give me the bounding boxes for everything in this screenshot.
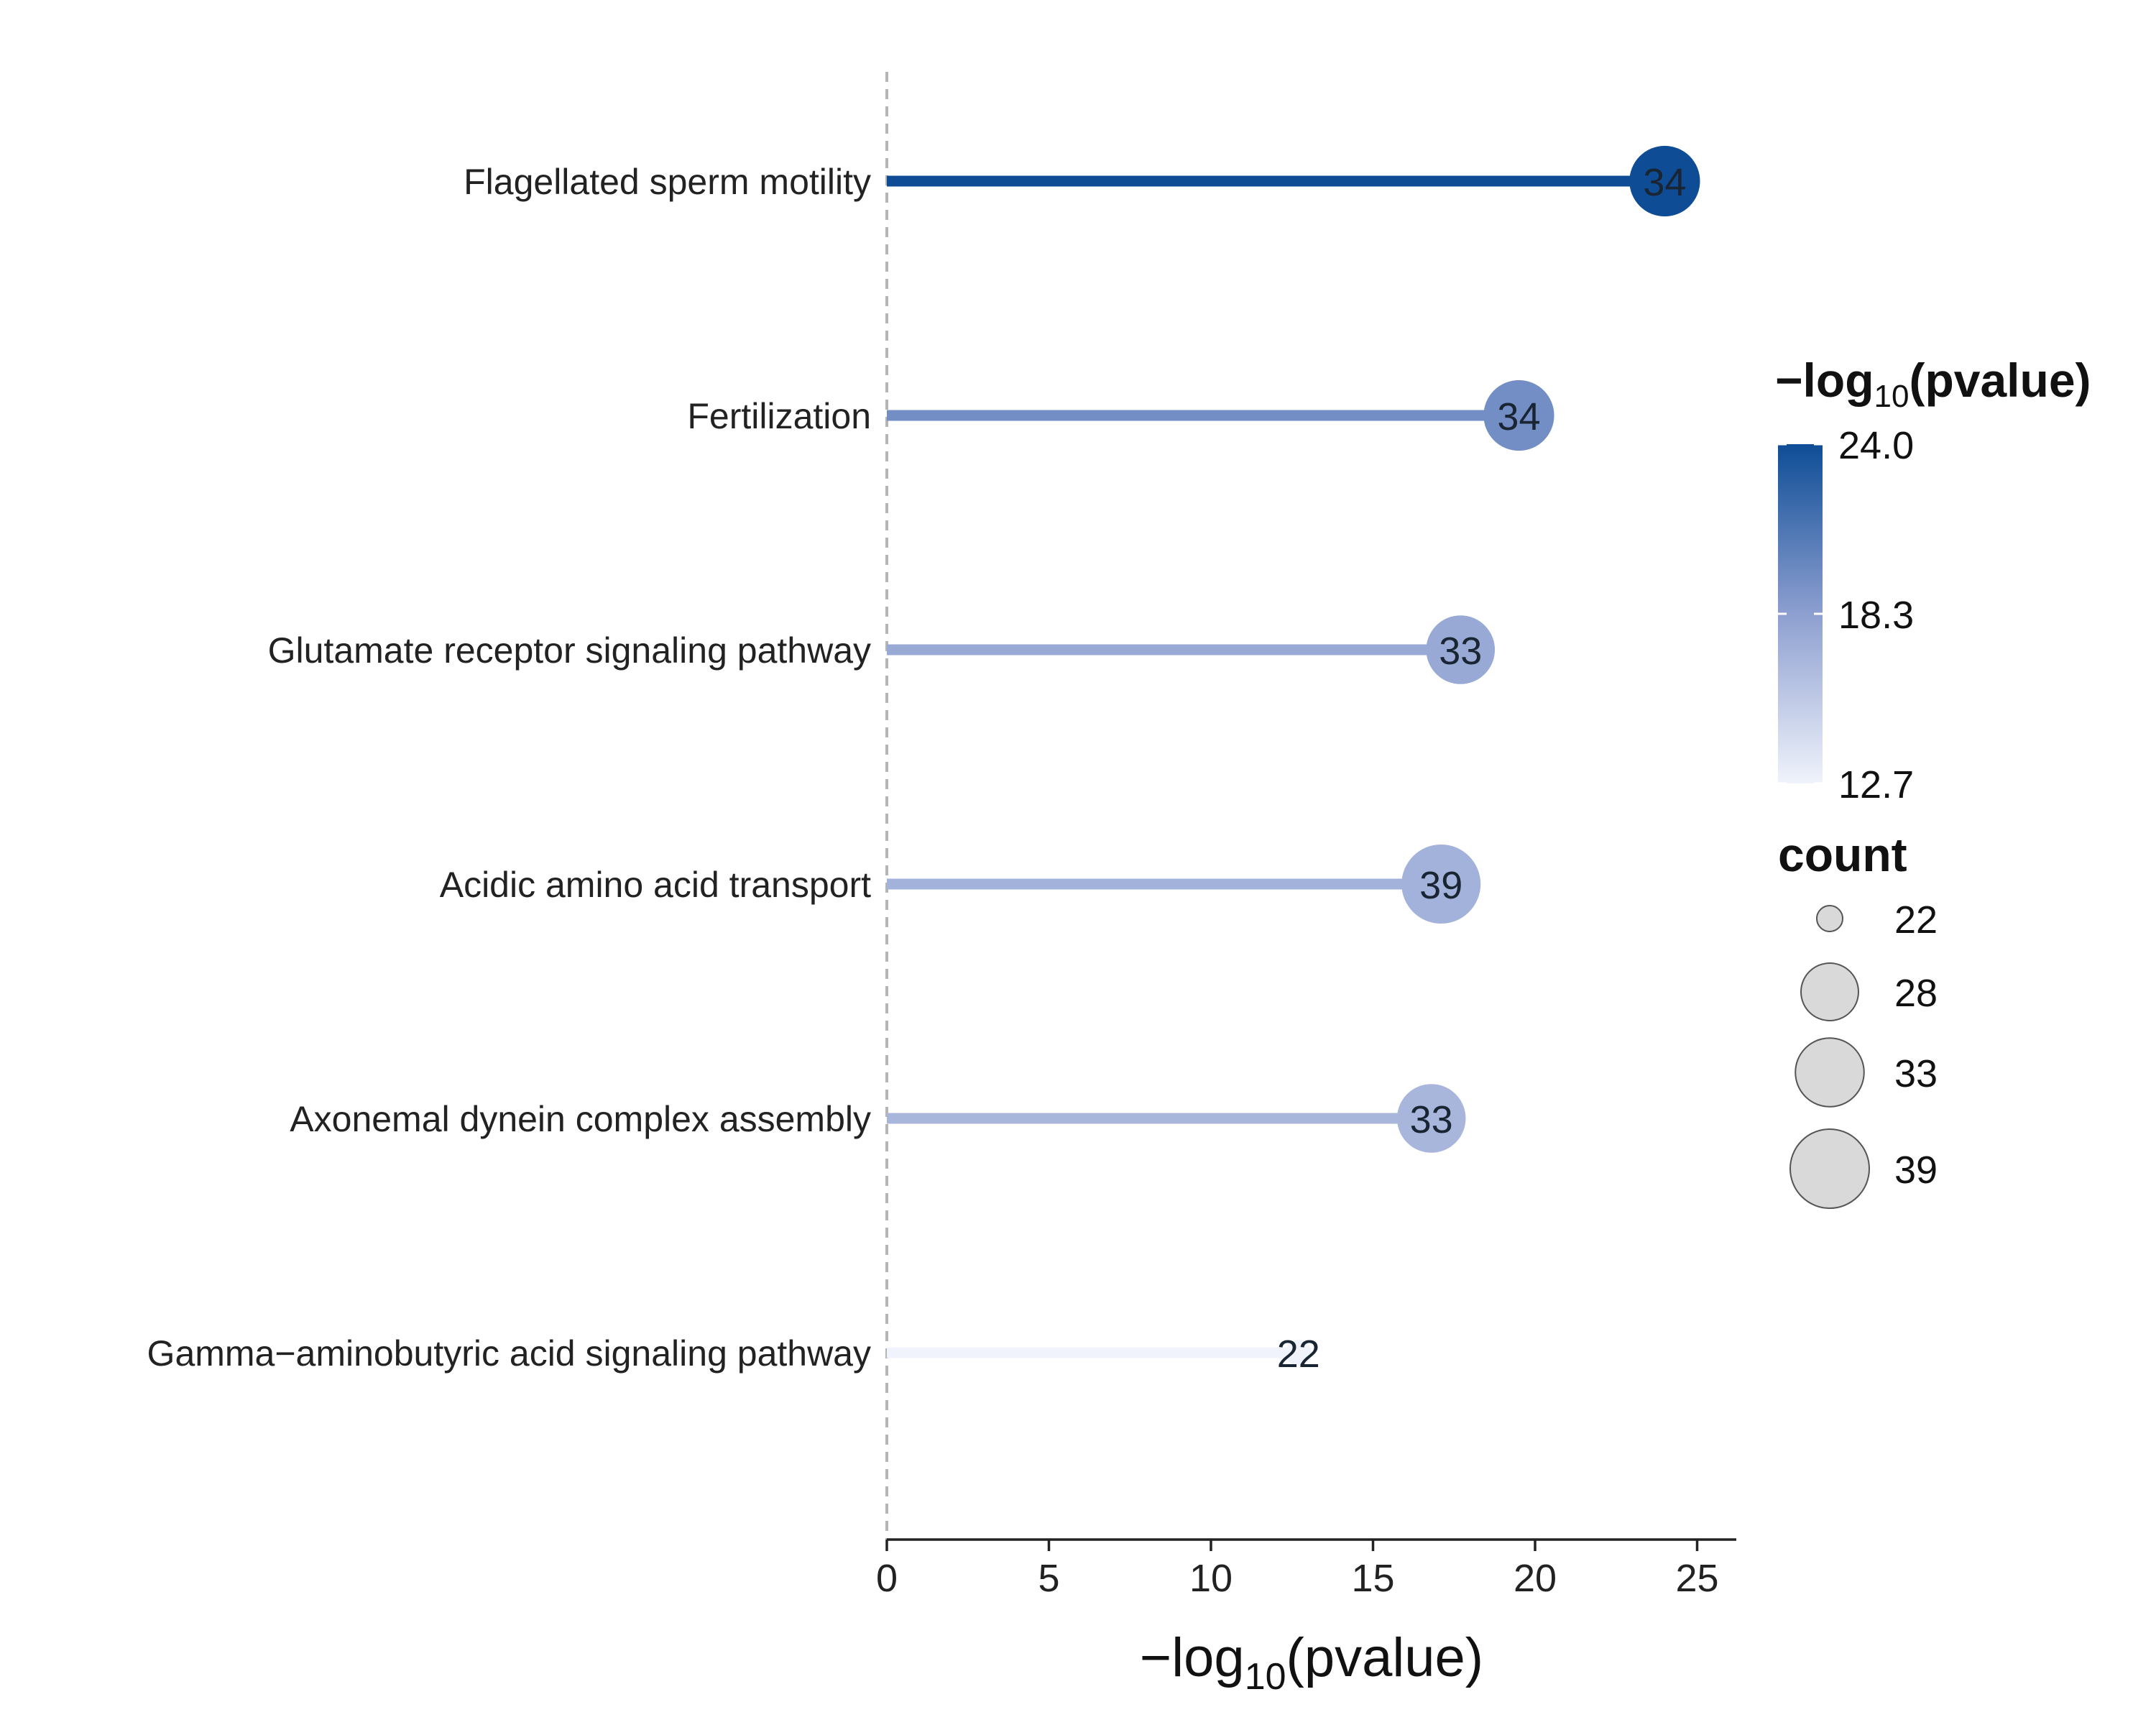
count-label: 34	[1643, 161, 1686, 204]
color-legend-title-prefix: −log	[1775, 354, 1874, 407]
count-label: 22	[1277, 1333, 1320, 1376]
category-label: Gamma−aminobutyric acid signaling pathwa…	[147, 1333, 871, 1374]
size-legend-circle	[1789, 1128, 1870, 1209]
colorbar-label: 12.7	[1838, 763, 1914, 806]
x-axis-title-suffix: (pvalue)	[1286, 1627, 1484, 1688]
count-label: 34	[1497, 395, 1540, 438]
count-label: 33	[1439, 630, 1482, 673]
x-tick-label: 25	[1675, 1557, 1718, 1600]
category-label: Acidic amino acid transport	[440, 865, 871, 905]
category-labels: Flagellated sperm motility Fertilization G…	[147, 162, 872, 1374]
size-legend-label: 22	[1894, 898, 1938, 942]
x-axis-ticks: 0 5 10 15 20 25	[876, 1540, 1719, 1600]
colorbar-ticks: 24.0 18.3 12.7	[1778, 424, 1914, 806]
x-tick-label: 5	[1038, 1557, 1059, 1600]
lollipop-count-labels: 34 34 33 39 33 22	[1277, 161, 1687, 1376]
x-tick-label: 10	[1189, 1557, 1233, 1600]
legend: −log10(pvalue) 24.0 18.3 12.7 count 22 28 33…	[1775, 354, 2091, 1209]
count-label: 33	[1410, 1098, 1453, 1141]
lollipop-dot	[1629, 145, 1700, 217]
colorbar-label: 18.3	[1838, 594, 1914, 637]
category-label: Fertilization	[687, 396, 871, 436]
category-label: Flagellated sperm motility	[464, 162, 871, 202]
size-legend-circle	[1795, 1037, 1865, 1108]
color-legend-title-subscript: 10	[1874, 379, 1909, 414]
color-legend-title: −log10(pvalue)	[1775, 354, 2091, 414]
x-tick-label: 15	[1351, 1557, 1394, 1600]
size-legend-label: 39	[1894, 1149, 1938, 1192]
color-legend-title-suffix: (pvalue)	[1909, 354, 2091, 407]
x-axis-title-prefix: −log	[1140, 1627, 1245, 1688]
size-legend: 22 28 33 39	[1789, 898, 1938, 1209]
size-legend-label: 28	[1894, 972, 1938, 1015]
size-legend-circle	[1816, 905, 1843, 932]
size-legend-label: 33	[1894, 1052, 1938, 1095]
size-legend-circle	[1800, 962, 1859, 1021]
x-axis-title: −log10(pvalue)	[1140, 1627, 1483, 1698]
lollipop-stems	[887, 175, 1665, 1358]
size-legend-title: count	[1778, 828, 1907, 881]
lollipop-dot	[1426, 615, 1496, 684]
x-axis-title-subscript: 10	[1245, 1656, 1286, 1698]
colorbar-label: 24.0	[1838, 424, 1914, 467]
category-label: Axonemal dynein complex assembly	[290, 1099, 871, 1139]
category-label: Glutamate receptor signaling pathway	[268, 630, 871, 671]
lollipop-dot	[1401, 845, 1481, 924]
x-tick-label: 20	[1514, 1557, 1557, 1600]
x-tick-label: 0	[876, 1557, 898, 1600]
lollipop-dot	[1483, 380, 1554, 451]
lollipop-dot	[1396, 1084, 1466, 1153]
lollipop-dots	[1285, 145, 1700, 1366]
lollipop-dot	[1285, 1340, 1312, 1366]
count-label: 39	[1419, 864, 1462, 907]
